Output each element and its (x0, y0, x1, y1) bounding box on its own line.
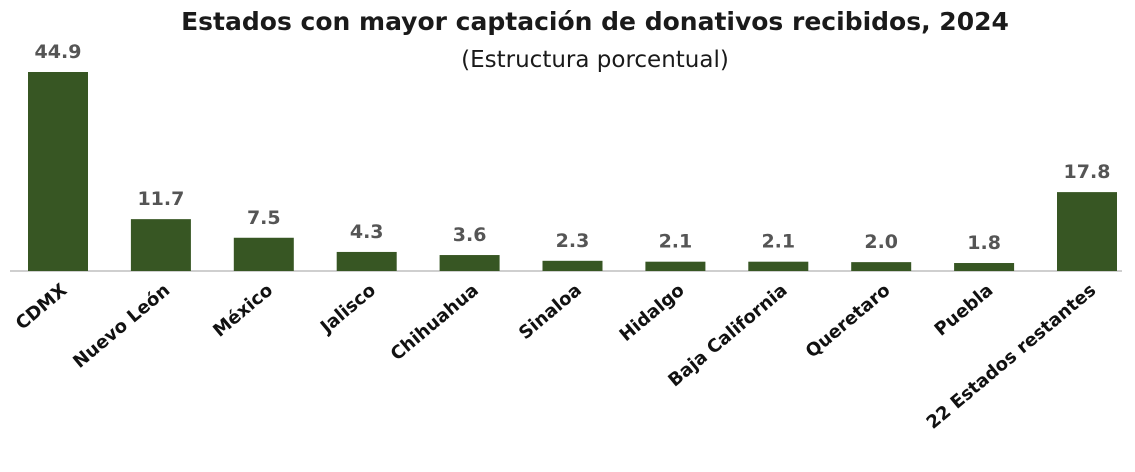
x-tick-label: Chihuahua (387, 280, 483, 365)
chart-subtitle: (Estructura porcentual) (461, 47, 729, 73)
x-tick-label: Hidalgo (616, 280, 689, 346)
bar (439, 255, 500, 271)
chart-title: Estados con mayor captación de donativos… (181, 7, 1009, 36)
value-label: 2.3 (556, 230, 590, 252)
value-label: 17.8 (1064, 161, 1111, 183)
bar (130, 219, 191, 271)
x-tick-label: CDMX (12, 280, 72, 335)
x-tick-label: 22 Estados restantes (923, 280, 1101, 434)
bar (851, 262, 912, 271)
value-label: 4.3 (350, 221, 384, 243)
value-label: 2.1 (761, 231, 795, 253)
bar (1057, 192, 1117, 271)
value-label: 2.0 (864, 231, 898, 253)
bar (28, 72, 88, 271)
bar (645, 261, 706, 271)
x-tick-label: Queretaro (802, 280, 895, 363)
value-label: 2.1 (659, 231, 693, 253)
bar (542, 260, 603, 271)
bar (748, 261, 809, 271)
value-label: 3.6 (453, 224, 487, 246)
bar (954, 263, 1015, 271)
bar (233, 237, 294, 271)
bar (336, 251, 397, 271)
x-tick-label: México (209, 280, 277, 342)
x-tick-label: Jalisco (315, 280, 380, 339)
value-label: 11.7 (137, 188, 184, 210)
value-label: 7.5 (247, 207, 281, 229)
x-tick-label: Nuevo León (69, 280, 174, 373)
x-tick-label: Puebla (931, 280, 998, 341)
value-label: 1.8 (967, 232, 1001, 254)
value-label: 44.9 (35, 41, 82, 63)
x-tick-label: Sinaloa (515, 280, 586, 344)
